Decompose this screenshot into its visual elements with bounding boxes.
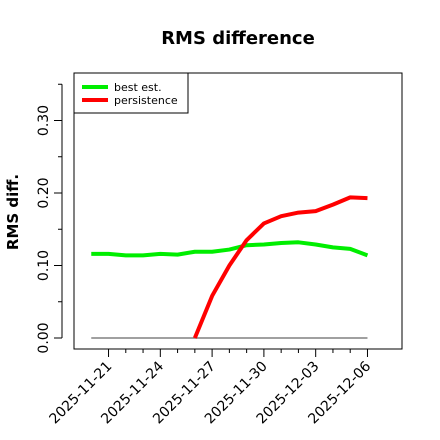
legend: best est.persistence bbox=[73, 72, 189, 114]
plot-frame bbox=[73, 72, 403, 350]
y-tick-label: 0.00 bbox=[36, 322, 52, 353]
chart-title: RMS difference bbox=[161, 28, 315, 49]
legend-label: persistence bbox=[114, 94, 178, 107]
y-axis-label: RMS diff. bbox=[4, 174, 22, 250]
series-line-best-est- bbox=[91, 240, 369, 258]
y-tick-label: 0.10 bbox=[36, 250, 52, 281]
x-axis: 2025-11-212025-11-242025-11-272025-11-30… bbox=[47, 348, 374, 427]
legend-box bbox=[73, 72, 189, 114]
y-tick-label: 0.20 bbox=[36, 177, 52, 208]
series-layer bbox=[91, 195, 369, 339]
series-line-persistence bbox=[192, 195, 368, 339]
legend-label: best est. bbox=[114, 81, 162, 94]
y-tick-label: 0.30 bbox=[36, 105, 52, 136]
y-axis: 0.00 0.10 0.20 0.30 bbox=[36, 83, 63, 354]
